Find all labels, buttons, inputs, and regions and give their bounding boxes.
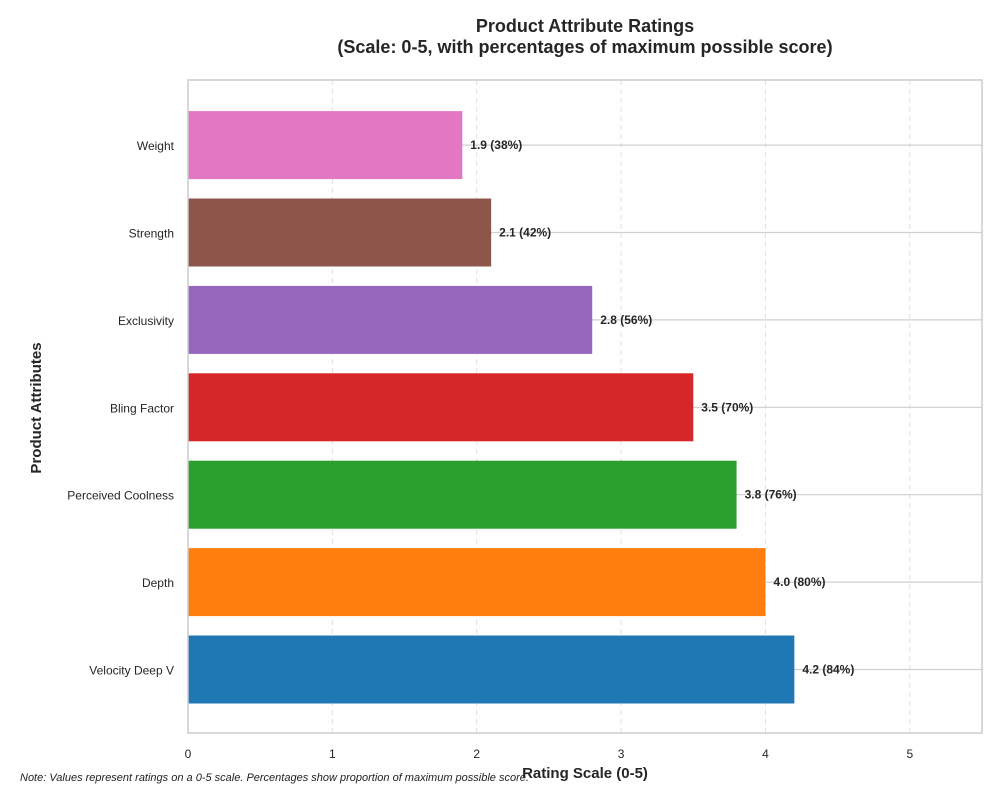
- x-tick-label: 5: [906, 747, 913, 761]
- bars-group: 4.2 (84%) 4.0 (80%) 3.8 (76%) 3.5 (70%) 2.8 …: [188, 111, 854, 704]
- chart-title: Product Attribute Ratings: [476, 16, 694, 36]
- y-tick-label: Weight: [137, 139, 175, 153]
- x-axis-label: Rating Scale (0-5): [522, 765, 648, 782]
- chart-subtitle: (Scale: 0-5, with percentages of maximum…: [337, 37, 832, 57]
- x-tick-label: 4: [762, 747, 769, 761]
- bar-data-label: 3.8 (76%): [745, 488, 797, 502]
- y-tick-label: Depth: [142, 576, 174, 590]
- bar: [188, 460, 737, 529]
- tick-labels: 0 1 2 3 4 5 Velocity Deep V Depth Perceived Cool…: [67, 139, 913, 761]
- x-tick-label: 2: [473, 747, 480, 761]
- bar-data-label: 2.1 (42%): [499, 226, 551, 240]
- plot-frame: [187, 79, 983, 734]
- y-tick-label: Velocity Deep V: [89, 664, 174, 678]
- bar-data-label: 4.2 (84%): [802, 663, 854, 677]
- x-tick-label: 1: [329, 747, 336, 761]
- y-tick-label: Strength: [129, 227, 174, 241]
- bar: [188, 373, 694, 442]
- bar: [188, 635, 795, 704]
- y-tick-label: Bling Factor: [110, 401, 174, 415]
- x-tick-label: 3: [618, 747, 625, 761]
- bar: [188, 285, 593, 354]
- y-axis-label: Product Attributes: [28, 342, 45, 473]
- bar: [188, 198, 492, 267]
- bar-data-label: 3.5 (70%): [701, 400, 753, 414]
- bar: [188, 111, 463, 180]
- y-tick-label: Perceived Coolness: [67, 489, 174, 503]
- bar-data-label: 1.9 (38%): [470, 138, 522, 152]
- bar-data-label: 2.8 (56%): [600, 313, 652, 327]
- bar: [188, 548, 766, 617]
- bar-data-label: 4.0 (80%): [773, 575, 825, 589]
- y-tick-label: Exclusivity: [118, 314, 174, 328]
- x-tick-label: 0: [185, 747, 192, 761]
- footnote: Note: Values represent ratings on a 0-5 …: [20, 772, 529, 784]
